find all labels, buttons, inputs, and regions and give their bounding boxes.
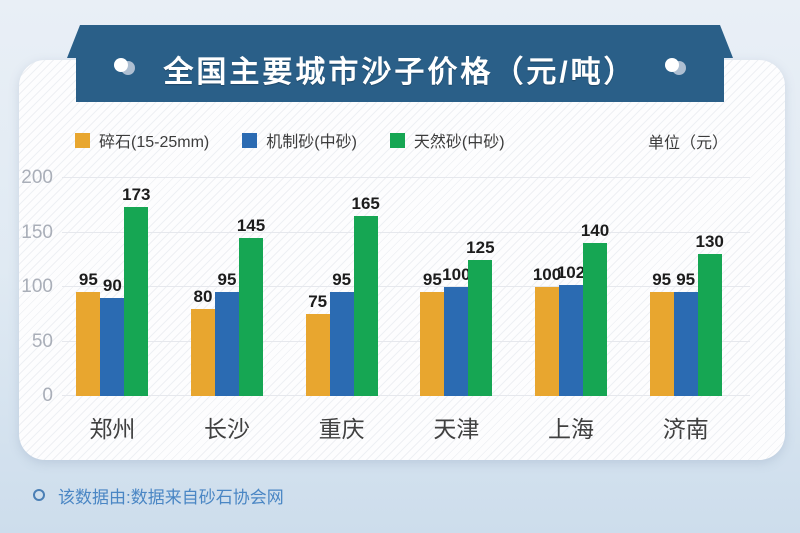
- x-axis-label-郑州: 郑州: [89, 416, 136, 442]
- bar-group-天津: 95 100 125: [399, 178, 514, 396]
- bar-value-label: 140: [580, 221, 610, 241]
- legend-item-0: 碎石(15-25mm): [75, 128, 209, 152]
- bar-天然砂(中砂)-济南: 130: [696, 233, 724, 396]
- x-axis-label-重庆: 重庆: [318, 416, 365, 442]
- y-axis-tick-label: 150: [21, 221, 53, 243]
- bar-value-label: 102: [556, 262, 586, 282]
- x-axis-label-上海: 上海: [548, 416, 595, 442]
- legend-item-2: 天然砂(中砂): [389, 128, 505, 152]
- bar-碎石(15-25mm)-天津: 95: [420, 271, 445, 396]
- legend-swatch-icon: [242, 132, 258, 148]
- gridline-150: [62, 231, 750, 233]
- bar-天然砂(中砂)-郑州: 173: [122, 186, 151, 396]
- legend: 碎石(15-25mm) 机制砂(中砂) 天然砂(中砂): [75, 128, 505, 152]
- title-banner-ribbon: [67, 25, 733, 102]
- x-axis-label-济南: 济南: [662, 416, 709, 442]
- bar-天然砂(中砂)-上海: 140: [581, 222, 609, 396]
- page-title: 全国主要城市沙子价格（元/吨）: [163, 56, 637, 89]
- bar-group-上海: 100 102 140: [514, 178, 629, 396]
- bar-value-label: 80: [193, 286, 213, 306]
- y-axis-tick-label: 200: [21, 167, 53, 188]
- bar-group-济南: 95 95 130: [628, 178, 743, 396]
- y-axis-tick-label: 100: [21, 276, 53, 297]
- bar-value-label: 90: [102, 275, 122, 295]
- bar-机制砂(中砂)-济南: 95: [673, 271, 698, 396]
- bar-天然砂(中砂)-重庆: 165: [351, 195, 380, 396]
- unit-label: 单位（元）: [647, 135, 728, 152]
- gridline-200: [62, 177, 750, 178]
- bar-group-郑州: 95 90 173: [55, 178, 170, 396]
- bar-value-label: 95: [652, 270, 672, 290]
- bar-groups: 95 90 173 80 95 145 75 95 165 95 100 125 100 102 140 95…: [55, 178, 743, 396]
- legend-swatch-icon: [389, 132, 405, 148]
- banner-shape: [67, 25, 733, 102]
- banner-right-rivet: [665, 58, 679, 72]
- bar-value-label: 95: [422, 270, 442, 290]
- bar-机制砂(中砂)-郑州: 90: [100, 277, 125, 396]
- bar-天然砂(中砂)-天津: 125: [466, 239, 495, 396]
- legend-label: 机制砂(中砂): [266, 134, 357, 151]
- bar-value-label: 100: [442, 265, 471, 284]
- x-axis: 郑州 长沙 重庆 天津 上海 济南: [55, 410, 743, 444]
- footer-source-note: 该数据由:数据来自砂石协会网: [58, 488, 284, 507]
- gridline-0: [62, 395, 750, 396]
- y-axis-tick-label: 50: [31, 330, 53, 352]
- bar-机制砂(中砂)-重庆: 95: [329, 271, 354, 396]
- bar-group-重庆: 75 95 165: [284, 178, 399, 396]
- bar-机制砂(中砂)-天津: 100: [442, 266, 471, 396]
- legend-label: 天然砂(中砂): [413, 134, 505, 151]
- x-axis-label-长沙: 长沙: [204, 416, 250, 442]
- bar-value-label: 165: [351, 194, 380, 214]
- bar-value-label: 125: [466, 237, 495, 257]
- bar-value-label: 75: [308, 292, 328, 312]
- bar-value-label: 95: [676, 270, 696, 290]
- bar-value-label: 95: [332, 270, 352, 290]
- bar-value-label: 130: [695, 232, 724, 252]
- x-axis-label-天津: 天津: [433, 416, 480, 442]
- bar-value-label: 145: [236, 215, 266, 235]
- bar-value-label: 173: [122, 185, 151, 205]
- bar-value-label: 95: [217, 270, 237, 290]
- bar-机制砂(中砂)-上海: 102: [557, 264, 585, 396]
- gridline-50: [62, 340, 750, 342]
- banner-left-rivet: [114, 58, 128, 72]
- bar-碎石(15-25mm)-济南: 95: [649, 271, 674, 396]
- bar-天然砂(中砂)-长沙: 145: [237, 217, 265, 396]
- legend-swatch-icon: [75, 132, 90, 148]
- bar-value-label: 100: [532, 265, 562, 284]
- legend-label: 碎石(15-25mm): [99, 134, 210, 151]
- bar-碎石(15-25mm)-上海: 100: [533, 266, 561, 396]
- gridline-100: [62, 286, 750, 287]
- bar-group-长沙: 80 95 145: [170, 178, 285, 396]
- bar-机制砂(中砂)-长沙: 95: [215, 271, 239, 396]
- y-axis-tick-label: 0: [42, 385, 53, 406]
- footer-bullet-icon: [33, 489, 45, 501]
- plot-area: 95 90 173 80 95 145 75 95 165 95 100 125 100 102 140 95…: [55, 177, 750, 396]
- bar-碎石(15-25mm)-长沙: 80: [191, 288, 215, 396]
- bar-碎石(15-25mm)-郑州: 95: [76, 271, 101, 396]
- legend-item-1: 机制砂(中砂): [242, 128, 357, 152]
- bar-value-label: 95: [78, 270, 98, 290]
- bar-碎石(15-25mm)-重庆: 75: [305, 293, 330, 396]
